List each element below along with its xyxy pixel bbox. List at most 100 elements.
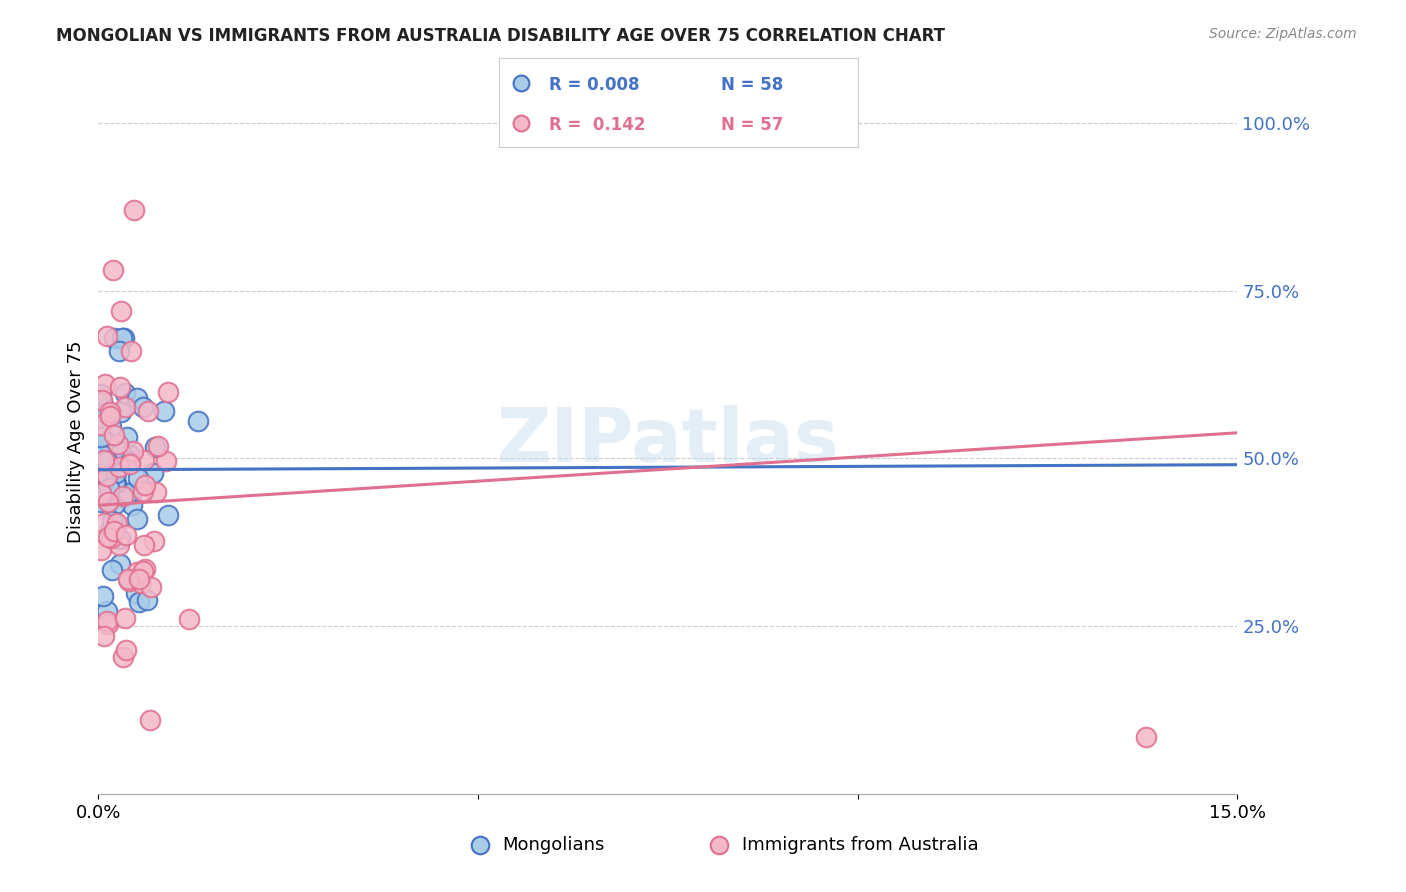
Point: [96, 453, 118, 467]
Point: [134, 562, 156, 576]
Point: [155, 454, 177, 468]
Point: [104, 476, 127, 491]
Point: [110, 532, 132, 546]
Point: [114, 610, 136, 624]
Point: [90, 542, 112, 557]
Point: [157, 508, 180, 523]
Point: [120, 457, 142, 471]
Point: [1135, 730, 1157, 744]
Point: [90, 387, 112, 401]
Point: [93, 400, 115, 414]
Point: [91, 488, 114, 502]
Point: [104, 497, 127, 511]
Point: [112, 330, 135, 344]
Point: [101, 263, 124, 277]
Text: R = 0.008: R = 0.008: [550, 76, 640, 94]
Point: [97, 617, 120, 632]
Point: [146, 439, 169, 453]
Point: [96, 329, 118, 343]
Point: [103, 524, 125, 539]
Point: [132, 453, 155, 467]
Point: [143, 440, 166, 454]
Point: [132, 483, 155, 498]
Point: [125, 391, 148, 405]
Point: [108, 380, 131, 394]
Point: [93, 414, 115, 428]
Text: MONGOLIAN VS IMMIGRANTS FROM AUSTRALIA DISABILITY AGE OVER 75 CORRELATION CHART: MONGOLIAN VS IMMIGRANTS FROM AUSTRALIA D…: [56, 27, 945, 45]
Point: [122, 202, 145, 217]
Point: [103, 330, 125, 344]
Point: [110, 303, 132, 318]
Point: [112, 649, 135, 664]
Point: [105, 516, 128, 531]
Point: [125, 565, 148, 579]
Point: [115, 642, 138, 657]
Point: [96, 468, 118, 483]
Point: [110, 445, 132, 459]
Point: [98, 405, 121, 419]
Point: [145, 485, 167, 500]
Point: [97, 530, 120, 544]
Point: [114, 400, 136, 414]
Point: [93, 469, 115, 483]
Point: [98, 481, 121, 495]
Point: [128, 595, 150, 609]
Point: [108, 459, 131, 474]
Point: [136, 404, 159, 418]
Point: [90, 414, 112, 428]
Point: [97, 493, 120, 508]
Point: [98, 440, 121, 454]
Point: [91, 590, 114, 604]
Point: [91, 477, 114, 491]
Point: [120, 455, 142, 469]
Point: [105, 475, 128, 490]
Point: [90, 430, 112, 444]
Point: [117, 485, 139, 500]
Point: [93, 629, 115, 643]
Y-axis label: Disability Age Over 75: Disability Age Over 75: [66, 340, 84, 543]
Text: R =  0.142: R = 0.142: [550, 116, 645, 134]
Point: [110, 405, 132, 419]
Point: [108, 344, 131, 359]
Point: [134, 477, 156, 491]
Point: [187, 414, 209, 428]
Text: Immigrants from Australia: Immigrants from Australia: [742, 836, 979, 854]
Point: [108, 538, 131, 552]
Point: [96, 406, 118, 420]
Point: [104, 515, 127, 529]
Point: [125, 586, 148, 600]
Point: [100, 419, 122, 434]
Point: [122, 444, 145, 458]
Text: ZIPatlas: ZIPatlas: [496, 405, 839, 478]
Point: [94, 376, 117, 391]
Point: [129, 575, 152, 590]
Point: [90, 495, 112, 509]
Point: [134, 538, 156, 552]
Point: [120, 485, 142, 500]
Point: [96, 604, 118, 618]
Point: [90, 465, 112, 479]
Point: [139, 713, 162, 727]
Point: [509, 116, 531, 130]
Point: [142, 466, 165, 480]
Point: [141, 580, 163, 594]
Point: [90, 418, 112, 433]
Point: [117, 572, 139, 586]
Point: [93, 516, 115, 531]
Point: [103, 428, 125, 442]
Point: [127, 471, 149, 485]
Text: Source: ZipAtlas.com: Source: ZipAtlas.com: [1209, 27, 1357, 41]
Point: [179, 612, 201, 626]
Point: [120, 343, 142, 358]
Point: [97, 494, 120, 508]
Point: [107, 436, 129, 450]
Point: [118, 448, 141, 462]
Point: [121, 498, 143, 512]
Point: [98, 524, 121, 538]
Text: Mongolians: Mongolians: [503, 836, 605, 854]
Point: [115, 430, 138, 444]
Text: N = 58: N = 58: [721, 76, 783, 94]
Point: [127, 512, 149, 526]
Point: [108, 557, 131, 571]
Point: [96, 614, 118, 628]
